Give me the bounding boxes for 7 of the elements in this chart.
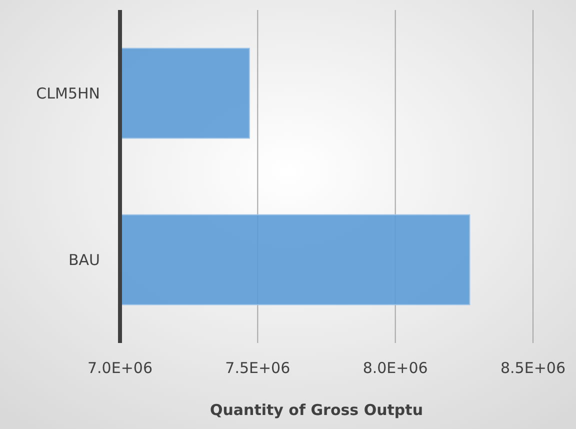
y-tick-label: BAU	[68, 251, 100, 269]
x-axis-title: Quantity of Gross Outptu	[210, 401, 424, 419]
x-tick-label: 7.5E+06	[225, 359, 290, 377]
x-tick-label: 8.0E+06	[362, 359, 428, 377]
x-tick-label: 7.0E+06	[88, 359, 152, 377]
x-tick-label: 8.5E+06	[500, 359, 566, 377]
y-tick-label: CLM5HN	[36, 84, 100, 102]
